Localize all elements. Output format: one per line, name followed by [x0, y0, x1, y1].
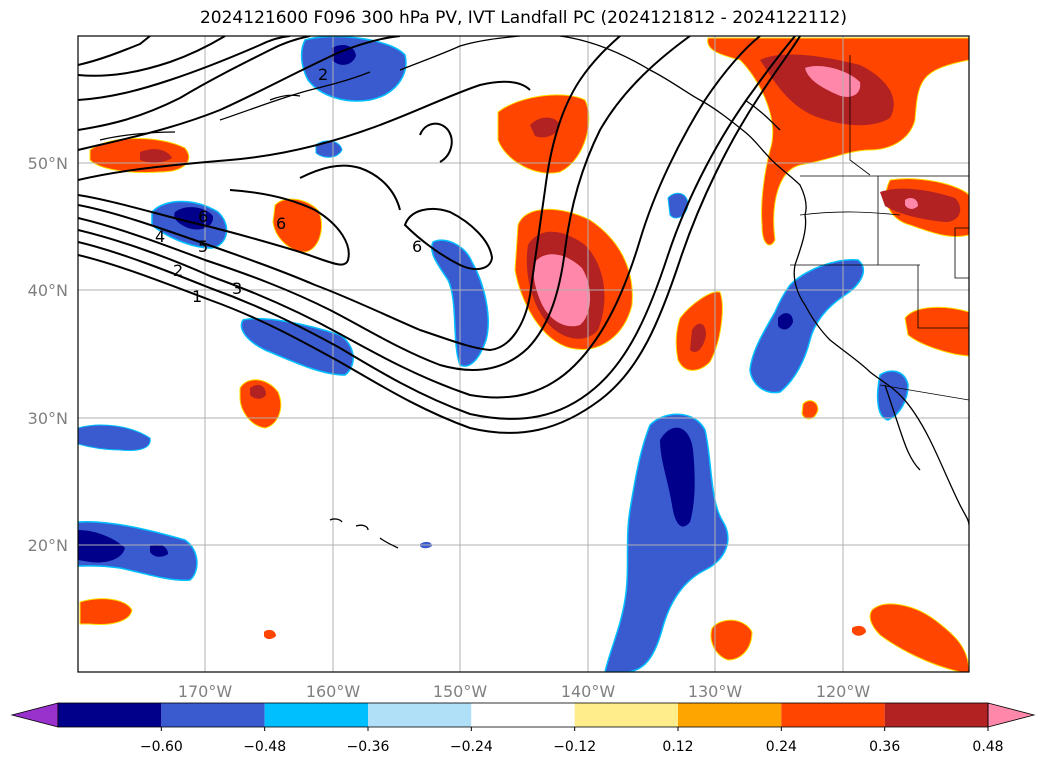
map-title: 2024121600 F096 300 hPa PV, IVT Landfall… — [199, 8, 847, 28]
contour-label-group: 1 2 3 4 5 6 6 6 2 — [155, 65, 422, 306]
negative-anomalies — [78, 36, 909, 672]
contour-label: 6 — [198, 207, 208, 226]
colorbar-swatch — [678, 703, 782, 727]
lon-label-170w: 170°W — [178, 682, 233, 701]
lat-labels: 50°N 40°N 30°N 20°N — [28, 154, 68, 555]
colorbar-tick-label: −0.12 — [553, 739, 596, 755]
positive-anomalies — [79, 37, 969, 672]
colorbar-swatch — [781, 703, 885, 727]
contour-label: 1 — [192, 287, 202, 306]
colorbar-frame — [57, 702, 989, 728]
colorbar-swatch — [58, 703, 162, 727]
pv-contours — [78, 36, 801, 434]
colorbar-tick-label: −0.60 — [140, 739, 183, 755]
contour-label: 5 — [198, 237, 208, 256]
colorbar-tick-label: 0.24 — [766, 739, 797, 755]
contour-label: 6 — [412, 237, 422, 256]
lat-label-20n: 20°N — [28, 536, 68, 555]
colorbar-extend-high — [987, 702, 1036, 728]
colorbar-tick-label: 0.48 — [972, 739, 1003, 755]
lon-label-150w: 150°W — [433, 682, 488, 701]
colorbar-swatch — [264, 703, 368, 727]
colorbar-swatch — [161, 703, 265, 727]
pv-shading: 1 2 3 4 5 6 6 6 2 — [78, 36, 969, 672]
contour-label: 2 — [173, 261, 183, 280]
colorbar: −0.60 −0.48 −0.36 −0.24 −0.12 0.12 0.24 0.36 0.4… — [10, 702, 1036, 755]
contour-label: 6 — [276, 214, 286, 233]
contour-label: 3 — [232, 279, 242, 298]
map-frame — [77, 35, 970, 673]
colorbar-swatch — [884, 703, 988, 727]
colorbar-extend-low — [10, 702, 59, 728]
contour-label: 2 — [318, 65, 328, 84]
colorbar-tick-label: −0.48 — [243, 739, 286, 755]
lon-label-160w: 160°W — [306, 682, 361, 701]
lat-label-50n: 50°N — [28, 154, 68, 173]
colorbar-swatch — [574, 703, 678, 727]
colorbar-tick-label: 0.36 — [869, 739, 900, 755]
colorbar-swatch — [368, 703, 472, 727]
lon-labels: 170°W 160°W 150°W 140°W 130°W 120°W — [178, 682, 871, 701]
lon-label-140w: 140°W — [561, 682, 616, 701]
lon-label-120w: 120°W — [816, 682, 871, 701]
lat-label-40n: 40°N — [28, 281, 68, 300]
contour-label: 4 — [155, 227, 165, 246]
colorbar-tick-label: −0.24 — [450, 739, 493, 755]
colorbar-tick-label: −0.36 — [347, 739, 390, 755]
graticule — [78, 36, 969, 672]
lat-label-30n: 30°N — [28, 409, 68, 428]
lon-label-130w: 130°W — [688, 682, 743, 701]
borders — [790, 55, 969, 401]
colorbar-swatch — [471, 703, 575, 727]
colorbar-tick-label: 0.12 — [662, 739, 693, 755]
coastlines — [99, 36, 969, 549]
